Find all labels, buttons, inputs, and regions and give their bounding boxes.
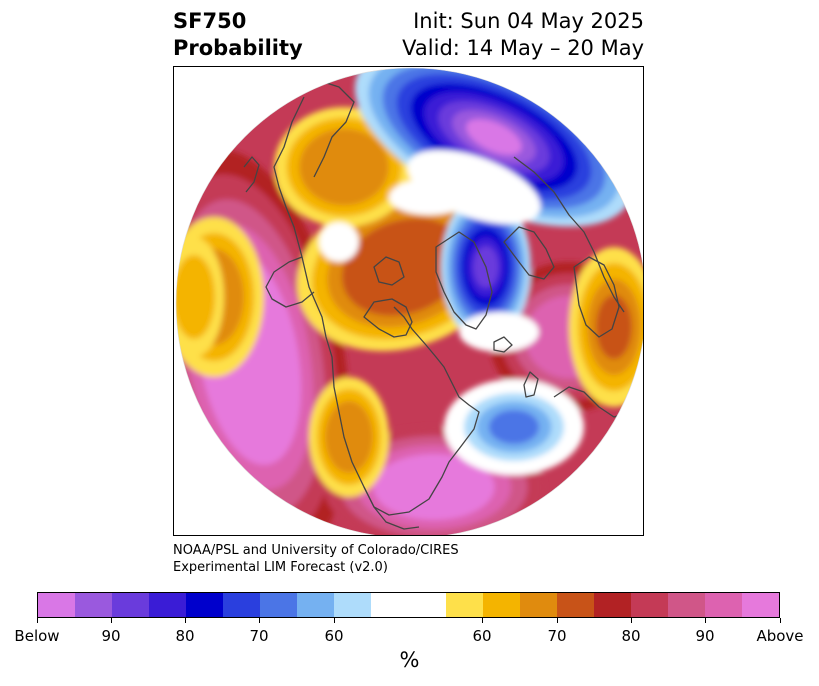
colorbar-swatch — [741, 593, 779, 617]
coastline-greenland — [435, 231, 493, 330]
coastline-scandinavia — [573, 256, 620, 338]
colorbar-swatch — [149, 593, 187, 617]
title-variable-type: Probability — [173, 36, 303, 60]
colorbar-tick — [482, 618, 483, 623]
western-us-above-region — [325, 401, 373, 473]
colorbar-swatch — [556, 593, 594, 617]
colorbar-swatch — [445, 593, 483, 617]
neutral-region — [459, 312, 539, 352]
colorbar-tick — [259, 618, 260, 623]
colorbar-tick-label: Above — [756, 627, 804, 645]
colorbar-tick-label: 60 — [324, 627, 344, 645]
colorbar-tick — [631, 618, 632, 623]
colorbar-tick-label: 90 — [101, 627, 121, 645]
colorbar-swatch — [482, 593, 520, 617]
colorbar-tick-label: 80 — [175, 627, 195, 645]
colorbar-ticks — [0, 618, 819, 624]
colorbar-tick — [705, 618, 706, 623]
colorbar-tick-label: 90 — [695, 627, 715, 645]
colorbar-swatch — [186, 593, 224, 617]
colorbar-swatch — [260, 593, 298, 617]
colorbar-swatch — [38, 593, 76, 617]
credit: NOAA/PSL and University of Colorado/CIRE… — [173, 542, 459, 576]
neutral-region — [389, 179, 469, 215]
forecast-map — [173, 66, 644, 536]
colorbar-tick — [780, 618, 781, 623]
colorbar-tick-label: 80 — [621, 627, 641, 645]
coastline-europe — [503, 226, 555, 280]
coastline-hudson-bay — [363, 298, 413, 338]
neutral-region — [319, 222, 359, 262]
colorbar-swatch — [630, 593, 668, 617]
atlantic-below-core — [489, 410, 539, 444]
colorbar-swatch — [297, 593, 335, 617]
colorbar-swatch — [519, 593, 557, 617]
colorbar-tick — [185, 618, 186, 623]
coastline-japan — [243, 156, 260, 193]
colorbar-swatch — [371, 593, 446, 617]
colorbar-swatch — [667, 593, 705, 617]
colorbar-tick-label: 70 — [547, 627, 567, 645]
title-dates: Init: Sun 04 May 2025 Valid: 14 May – 20… — [402, 8, 644, 62]
init-date: Init: Sun 04 May 2025 — [413, 9, 644, 33]
credit-line-1: NOAA/PSL and University of Colorado/CIRE… — [173, 543, 459, 558]
colorbar-tick — [37, 618, 38, 623]
colorbar-swatch — [112, 593, 150, 617]
alaska-above-region — [299, 128, 389, 206]
colorbar-swatch — [75, 593, 113, 617]
globe-edge — [175, 67, 643, 535]
canada-above-region — [341, 218, 467, 316]
east-edge-above-region — [596, 295, 632, 359]
colorbar-tick-label: 60 — [472, 627, 492, 645]
coastline-eurasia-north — [513, 156, 625, 313]
coastline-arctic-islands — [373, 256, 405, 286]
colorbar-tick-label: 70 — [249, 627, 269, 645]
colorbar-swatch — [223, 593, 261, 617]
coastlines — [243, 74, 630, 530]
colorbar-swatch — [334, 593, 372, 617]
coastline-british-isles — [523, 371, 539, 398]
colorbar-tick — [334, 618, 335, 623]
coastline-mexico — [363, 486, 420, 530]
coastline-north-america-west — [273, 96, 375, 508]
credit-line-2: Experimental LIM Forecast (v2.0) — [173, 560, 388, 575]
coastline-iceland — [493, 336, 513, 353]
title-variable: SF750 Probability — [173, 8, 303, 62]
colorbar-swatch — [704, 593, 742, 617]
neutral-region — [407, 150, 541, 224]
colorbar-tick-labels: Below 90 80 70 60 60 70 80 90 Above — [0, 627, 819, 647]
siberia-below-region — [466, 119, 522, 155]
colorbar-tick-label: Below — [14, 627, 60, 645]
coastline-alaska — [265, 256, 315, 308]
polar-map-svg — [175, 67, 643, 535]
coastline-mediterranean — [553, 386, 630, 418]
colorbar-unit: % — [399, 648, 420, 672]
colorbar-swatch — [593, 593, 631, 617]
probability-field — [176, 68, 643, 535]
valid-range: Valid: 14 May – 20 May — [402, 36, 644, 60]
title-variable-name: SF750 — [173, 9, 247, 33]
colorbar — [37, 592, 780, 618]
colorbar-tick — [111, 618, 112, 623]
eastern-us-above-region — [373, 454, 495, 520]
coastline-north-america-east — [373, 306, 480, 516]
pacific-edge-above — [176, 255, 215, 339]
colorbar-tick — [557, 618, 558, 623]
